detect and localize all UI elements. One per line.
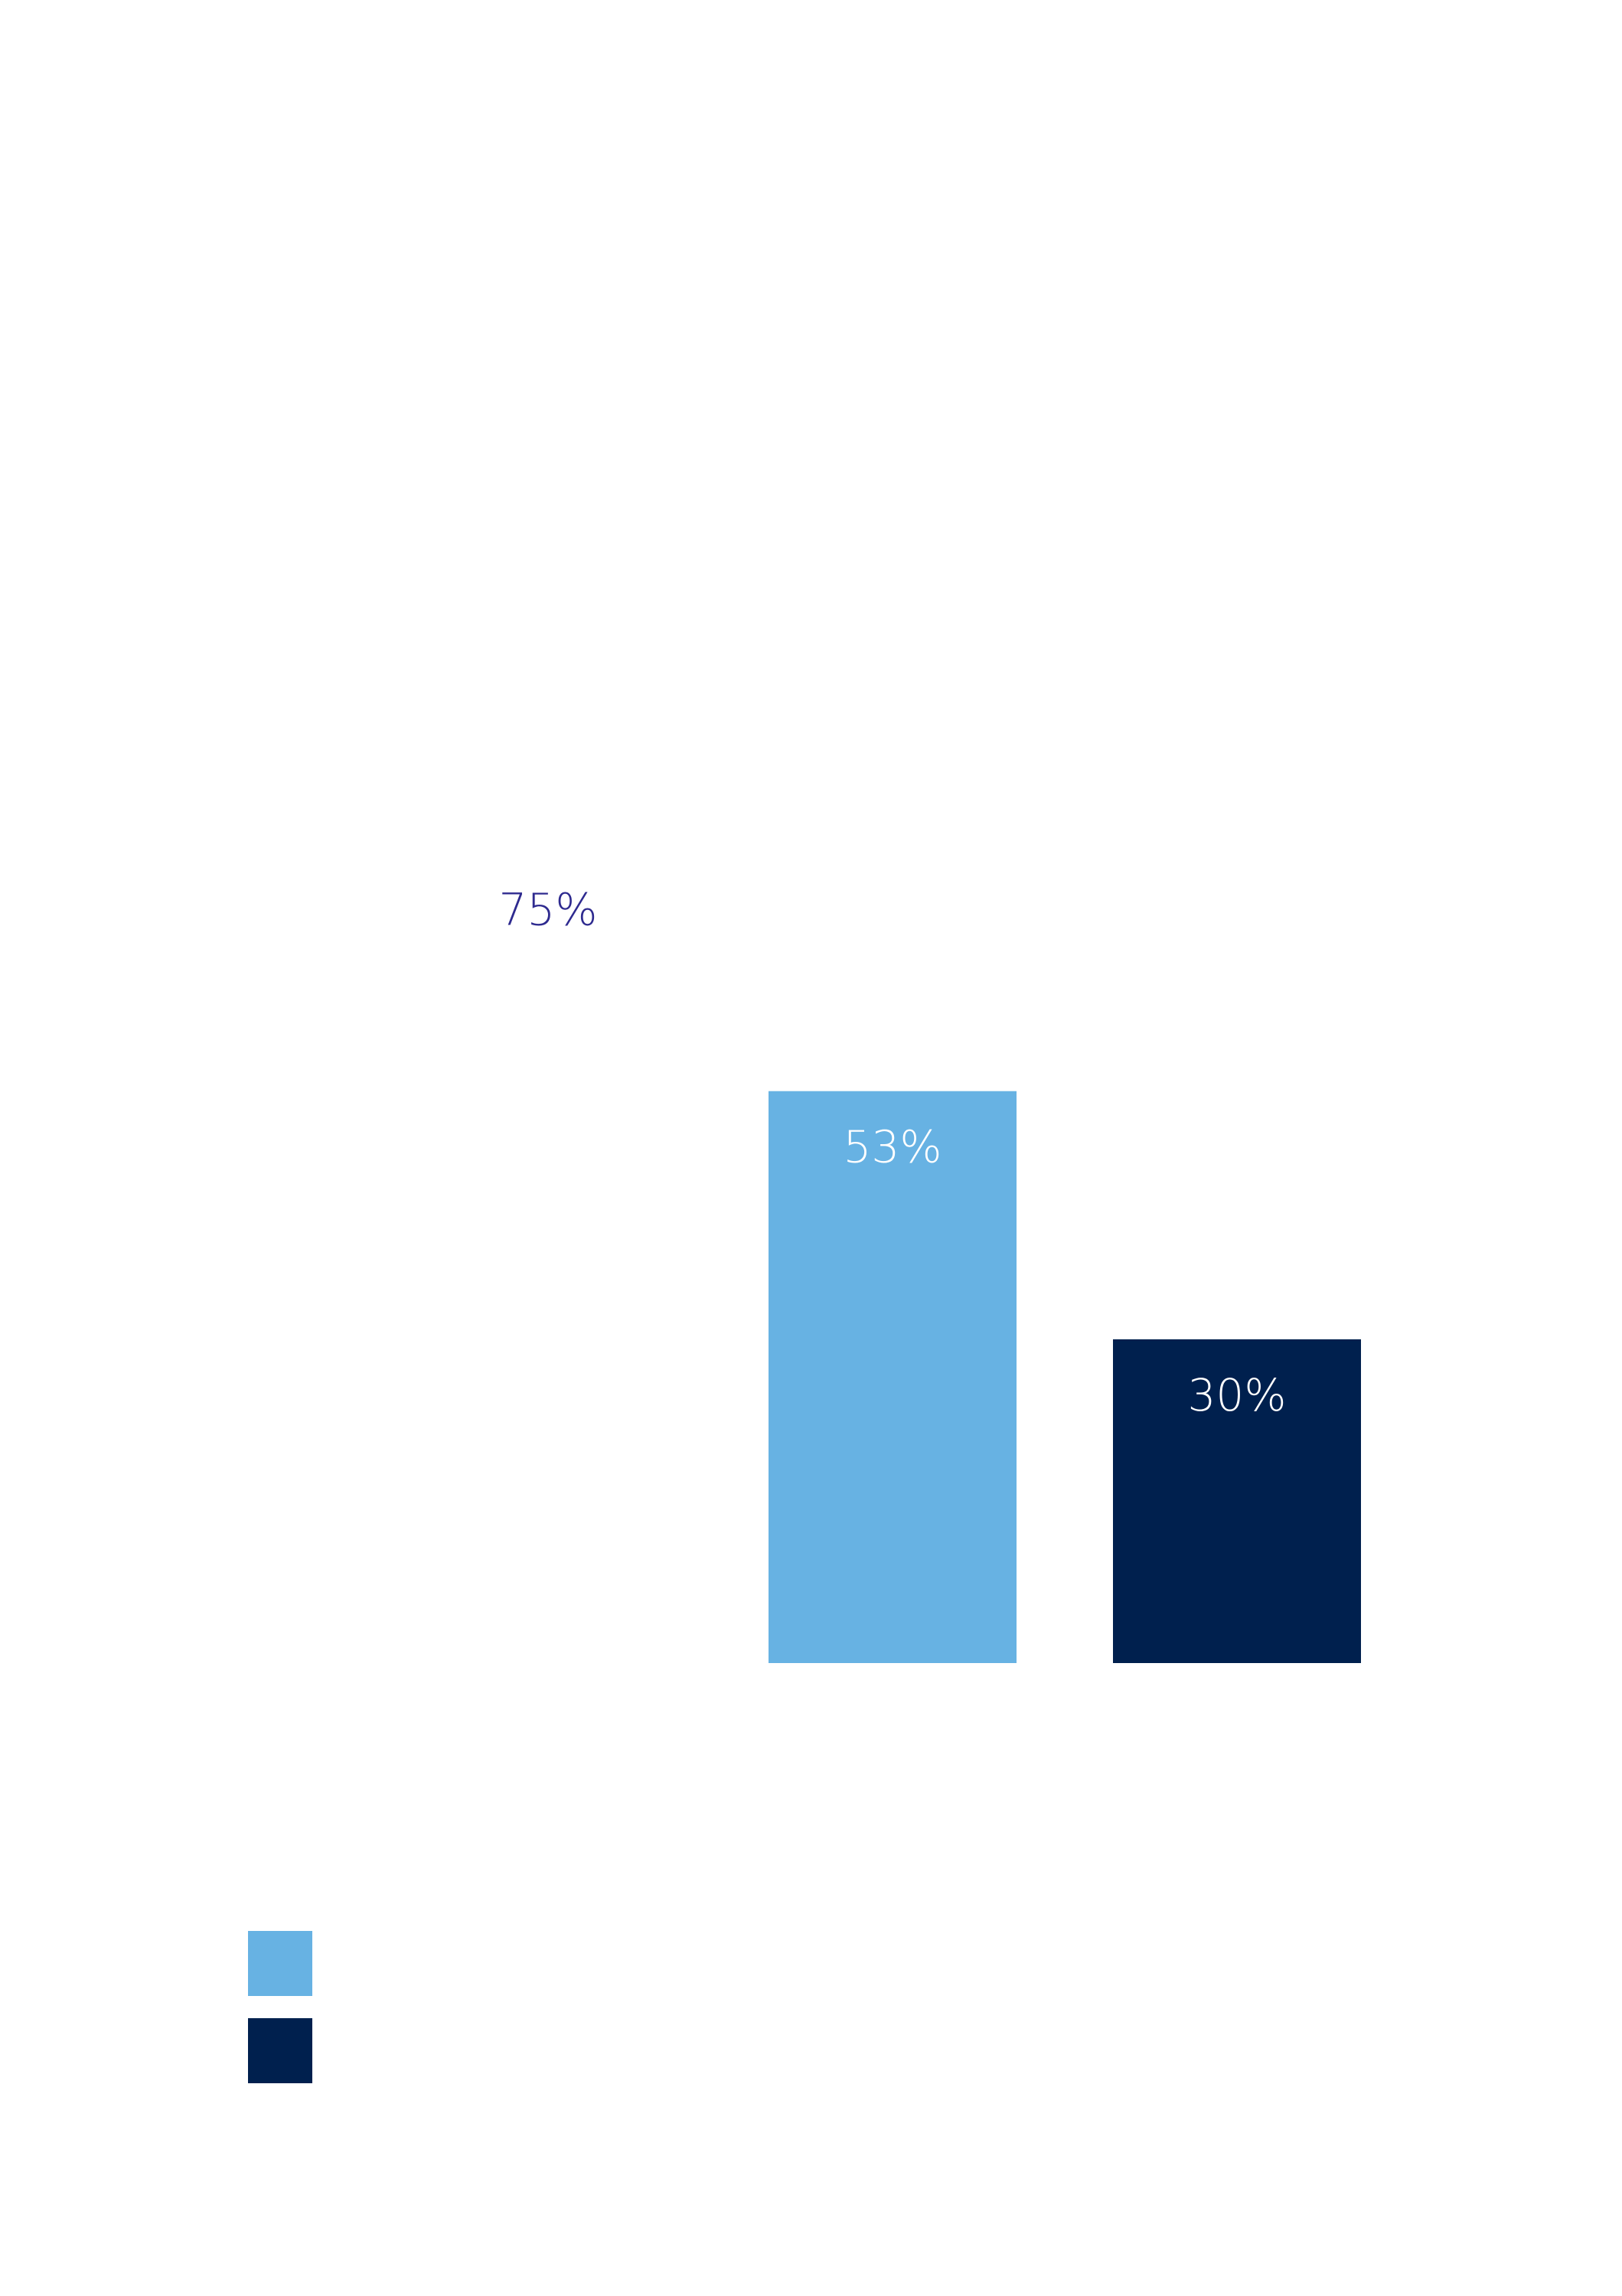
value-label: 53%: [844, 1121, 942, 1173]
bar: [424, 853, 672, 1663]
legend-swatch: [248, 1931, 312, 1996]
value-label: 30%: [1188, 1369, 1287, 1421]
value-label: 75%: [499, 884, 598, 936]
bar: [1113, 1339, 1361, 1663]
bar: [769, 1091, 1017, 1663]
legend-swatch: [248, 2018, 312, 2083]
